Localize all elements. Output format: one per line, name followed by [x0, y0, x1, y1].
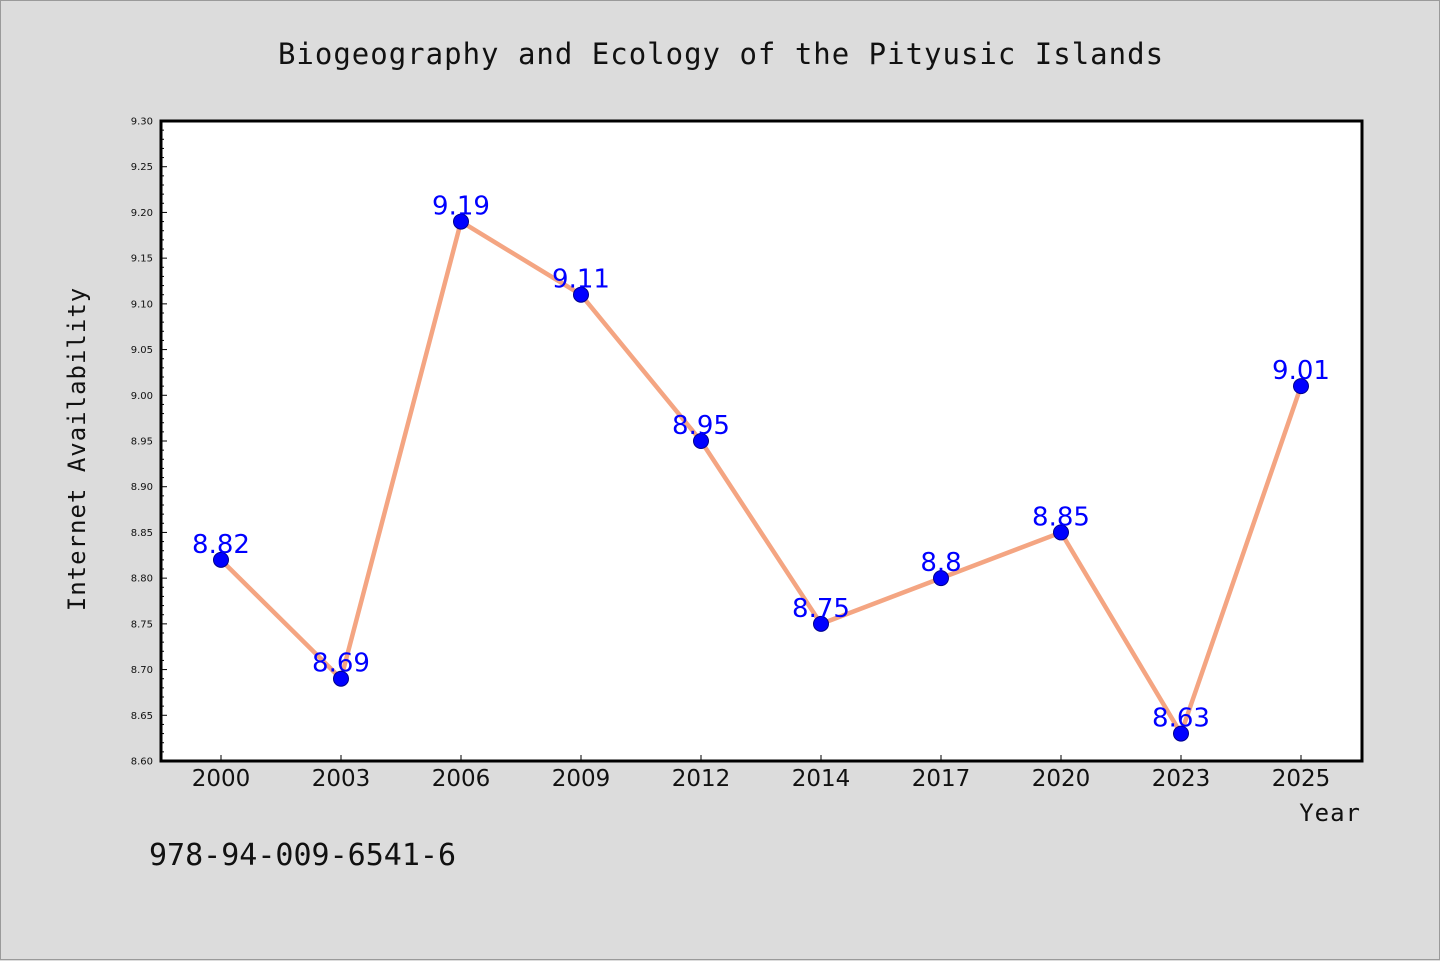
y-tick-label: 9.30 — [131, 117, 153, 128]
data-point — [933, 570, 949, 587]
x-tick-label: 2003 — [312, 766, 371, 792]
y-tick-label: 8.95 — [131, 437, 153, 448]
y-tick-label: 8.80 — [131, 574, 153, 585]
data-label: 8.8 — [920, 548, 961, 578]
data-point — [1053, 524, 1069, 541]
chart-title: Biogeography and Ecology of the Pityusic… — [278, 37, 1164, 71]
y-tick-label: 9.25 — [131, 162, 153, 173]
data-label: 8.69 — [312, 649, 370, 679]
x-tick-label: 2009 — [552, 766, 611, 792]
x-tick-label: 2023 — [1152, 766, 1211, 792]
y-tick-label: 8.65 — [131, 711, 153, 722]
x-tick-label: 2012 — [672, 766, 731, 792]
y-tick-label: 8.75 — [131, 619, 153, 630]
y-tick-label: 8.85 — [131, 528, 153, 539]
y-tick-label: 9.15 — [131, 254, 153, 265]
data-label: 8.82 — [192, 530, 250, 560]
data-point — [333, 670, 349, 687]
y-axis-label: Internet Availability — [63, 287, 91, 611]
y-tick-label: 9.05 — [131, 345, 153, 356]
series-line — [219, 219, 1304, 736]
data-point — [453, 213, 469, 230]
data-label: 9.11 — [552, 265, 610, 295]
data-point — [573, 286, 589, 303]
data-label: 8.75 — [792, 594, 850, 624]
x-tick-label: 2017 — [912, 766, 971, 792]
data-point — [1293, 378, 1309, 395]
x-tick-label: 2020 — [1032, 766, 1091, 792]
x-tick-label: 2000 — [192, 766, 251, 792]
data-point — [213, 551, 229, 568]
series-layer: 8.82 8.69 9.19 9.11 8.95 8.75 8.8 8.85 8.63 9.01 — [192, 192, 1330, 742]
y-tick-label: 8.60 — [131, 757, 153, 768]
data-label: 9.01 — [1272, 356, 1330, 386]
data-label: 8.63 — [1152, 704, 1210, 734]
y-axis: 8.60 8.65 8.70 8.75 8.80 8.85 8.90 8.95 9.00 9.05… — [131, 117, 167, 768]
x-axis: 2000 2003 2006 2009 2012 2014 2017 2020 2023 2025 — [192, 755, 1331, 792]
plot-area — [159, 119, 1364, 763]
y-tick-label: 8.90 — [131, 482, 153, 493]
y-tick-label: 8.70 — [131, 665, 153, 676]
y-tick-label: 9.20 — [131, 208, 153, 219]
data-point — [1173, 725, 1189, 742]
data-point — [693, 433, 709, 449]
y-tick-label: 9.10 — [131, 299, 153, 310]
data-label: 9.19 — [432, 192, 490, 222]
data-label: 8.95 — [672, 411, 730, 441]
isbn-note: 978-94-009-6541-6 — [149, 838, 456, 873]
data-point — [813, 615, 829, 632]
x-axis-label: Year — [1299, 799, 1361, 827]
x-tick-label: 2025 — [1272, 766, 1331, 792]
y-tick-label: 9.00 — [131, 391, 153, 402]
x-tick-label: 2014 — [792, 766, 851, 792]
x-tick-label: 2006 — [432, 766, 491, 792]
data-label: 8.85 — [1032, 502, 1090, 532]
